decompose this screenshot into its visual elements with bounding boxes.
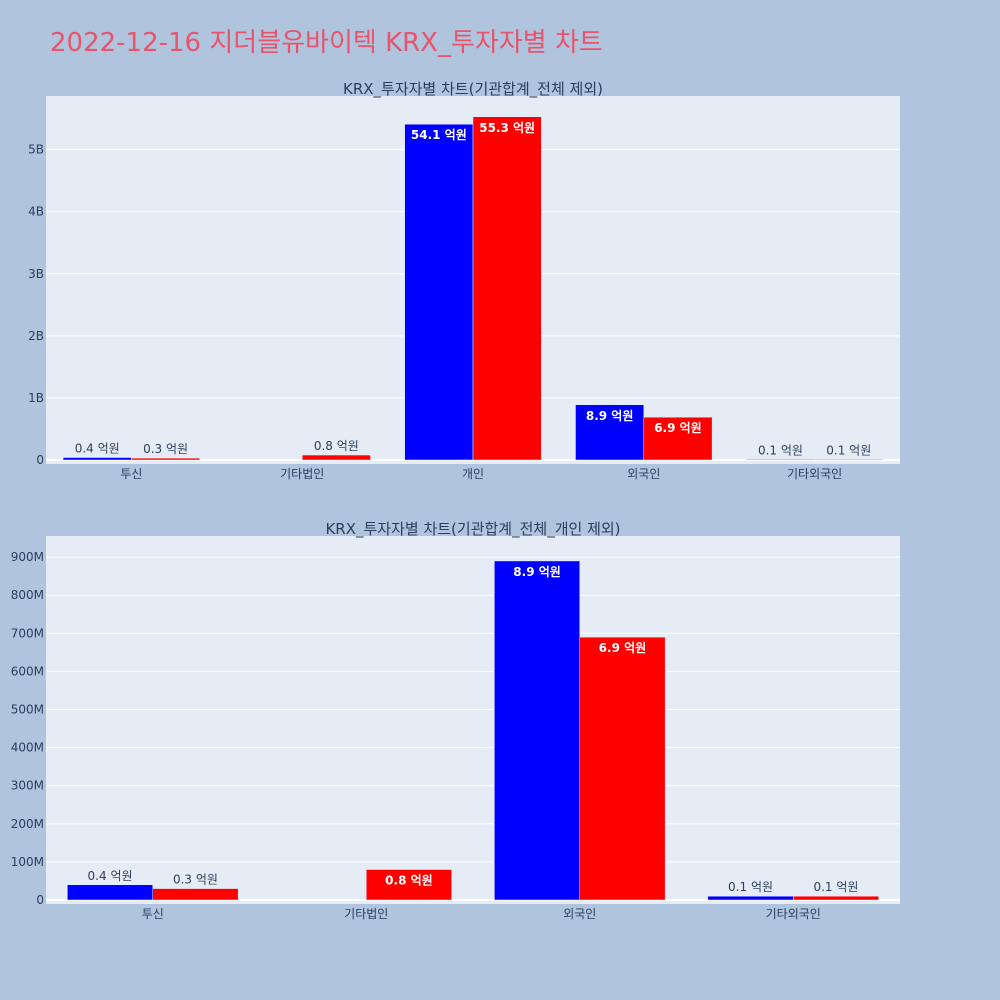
y-tick-label: 500M: [11, 703, 44, 717]
bar: [301, 454, 371, 461]
y-tick-label: 0: [36, 893, 44, 907]
y-tick-label: 800M: [11, 588, 44, 602]
data-label: 0.3 억원: [173, 873, 218, 887]
y-tick-label: 400M: [11, 741, 44, 755]
bar: [472, 116, 542, 461]
x-tick-label: 개인: [462, 467, 484, 481]
y-tick-label: 600M: [11, 664, 44, 678]
data-label: 54.1 억원: [411, 128, 467, 142]
data-label: 0.1 억원: [728, 880, 773, 894]
chart-1: 0 1B 2B 3B 4B 5B KRX_투자자별 차트(기관합계_전체 제외) 투신0.4 …: [28, 80, 900, 481]
data-label: 0.1 억원: [813, 880, 858, 894]
bar: [579, 636, 666, 901]
x-tick-label: 기타외국인: [766, 907, 821, 921]
x-tick-label: 기타외국인: [787, 467, 842, 481]
data-label: 55.3 억원: [479, 121, 535, 135]
data-label: 8.9 억원: [513, 565, 561, 579]
x-tick-label: 외국인: [563, 907, 596, 921]
bar: [643, 416, 713, 461]
x-tick-label: 투신: [120, 467, 142, 481]
y-tick-label: 700M: [11, 626, 44, 640]
bar: [62, 457, 132, 461]
y-tick-label: 300M: [11, 779, 44, 793]
bar: [707, 895, 794, 901]
chart-2: 0 100M 200M 300M 400M 500M 600M 700M 800M 900M KRX…: [11, 520, 900, 921]
y-tick-label: 100M: [11, 855, 44, 869]
data-label: 0.1 억원: [758, 443, 803, 457]
chart-title: KRX_투자자별 차트(기관합계_전체_개인 제외): [325, 520, 620, 539]
bar: [131, 457, 200, 461]
bar: [575, 404, 645, 461]
x-tick-label: 투신: [142, 907, 164, 921]
plot-area: [46, 536, 900, 904]
y-tick-label: 900M: [11, 550, 44, 564]
bar: [366, 869, 452, 901]
data-label: 8.9 억원: [586, 409, 634, 423]
data-label: 0.3 억원: [143, 442, 188, 456]
y-tick-label: 1B: [28, 391, 44, 405]
y-tick-label: 200M: [11, 817, 44, 831]
x-tick-label: 기타법인: [344, 907, 388, 921]
data-label: 0.4 억원: [88, 869, 133, 883]
bar: [494, 560, 581, 901]
bar: [814, 459, 884, 461]
x-tick-label: 외국인: [627, 467, 660, 481]
page-title: 2022-12-16 지더블유바이텍 KRX_투자자별 차트: [50, 28, 603, 58]
bar: [67, 884, 153, 901]
data-label: 6.9 억원: [599, 641, 647, 655]
y-tick-label: 0: [36, 453, 44, 467]
data-label: 0.8 억원: [314, 439, 359, 453]
bar: [404, 123, 474, 461]
y-tick-label: 2B: [28, 329, 44, 343]
y-tick-label: 3B: [28, 267, 44, 281]
y-tick-label: 4B: [28, 205, 44, 219]
data-label: 0.8 억원: [385, 874, 433, 888]
chart-title: KRX_투자자별 차트(기관합계_전체 제외): [343, 80, 603, 99]
bar: [793, 895, 879, 901]
data-label: 0.1 억원: [826, 443, 871, 457]
x-tick-label: 기타법인: [280, 467, 324, 481]
data-label: 0.4 억원: [75, 442, 120, 456]
bar: [746, 459, 815, 461]
bar: [152, 888, 239, 901]
data-label: 6.9 억원: [654, 421, 702, 435]
y-tick-label: 5B: [28, 143, 44, 157]
